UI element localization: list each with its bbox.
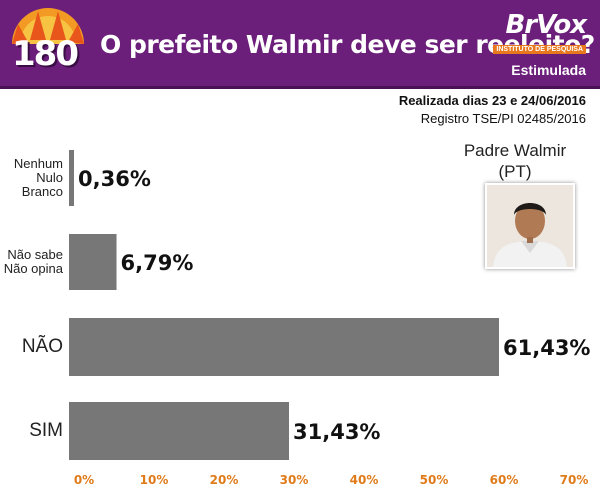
x-tick-label-1: 10% (140, 473, 169, 487)
header-banner: 180 O prefeito Walmir deve ser reeleito?… (0, 0, 600, 89)
category-label-2: NÃO (21, 336, 63, 357)
bar-value-label-0: 0,36% (78, 167, 151, 191)
x-tick-label-4: 40% (350, 473, 379, 487)
candidate-party: (PT) (498, 162, 532, 181)
x-tick-label-7: 70% (560, 473, 589, 487)
brand-block: BrVox INSTITUTO DE PESQUISA Estimulada (486, 10, 587, 78)
survey-date: Realizada dias 23 e 24/06/2016 (398, 93, 586, 108)
person-portrait-icon (487, 185, 573, 267)
bar-value-label-1: 6,79% (121, 251, 194, 275)
category-label-0: Nenhum Nulo Branco (13, 156, 63, 199)
bar-value-label-3: 31,43% (293, 420, 380, 444)
category-label-3: SIM (29, 420, 63, 441)
x-tick-label-0: 0% (74, 473, 94, 487)
page-title: O prefeito Walmir deve ser reeleito? (100, 30, 595, 59)
survey-registry: Registro TSE/PI 02485/2016 (420, 111, 586, 126)
survey-mode: Estimulada (511, 62, 586, 78)
logo-number: 180 (12, 34, 79, 74)
brand-subtitle: INSTITUTO DE PESQUISA (493, 45, 586, 54)
logo-180: 180 (8, 4, 88, 80)
sunburst-logo-icon (12, 8, 84, 44)
x-tick-label-5: 50% (420, 473, 449, 487)
x-tick-label-3: 30% (280, 473, 309, 487)
x-tick-label-2: 20% (210, 473, 239, 487)
survey-meta: Realizada dias 23 e 24/06/2016 Registro … (399, 92, 586, 128)
bar-0 (69, 150, 74, 206)
brand-name: BrVox (505, 10, 587, 40)
candidate-photo (485, 183, 575, 269)
bar-2 (69, 318, 500, 376)
x-tick-label-6: 60% (490, 473, 519, 487)
candidate-name: Padre Walmir (463, 141, 567, 160)
bar-3 (69, 402, 290, 460)
candidate-caption: Padre Walmir (PT) (440, 140, 590, 182)
category-label-1: Não sabe Não opina (3, 247, 63, 276)
bar-1 (69, 234, 117, 290)
bar-value-label-2: 61,43% (503, 336, 590, 360)
